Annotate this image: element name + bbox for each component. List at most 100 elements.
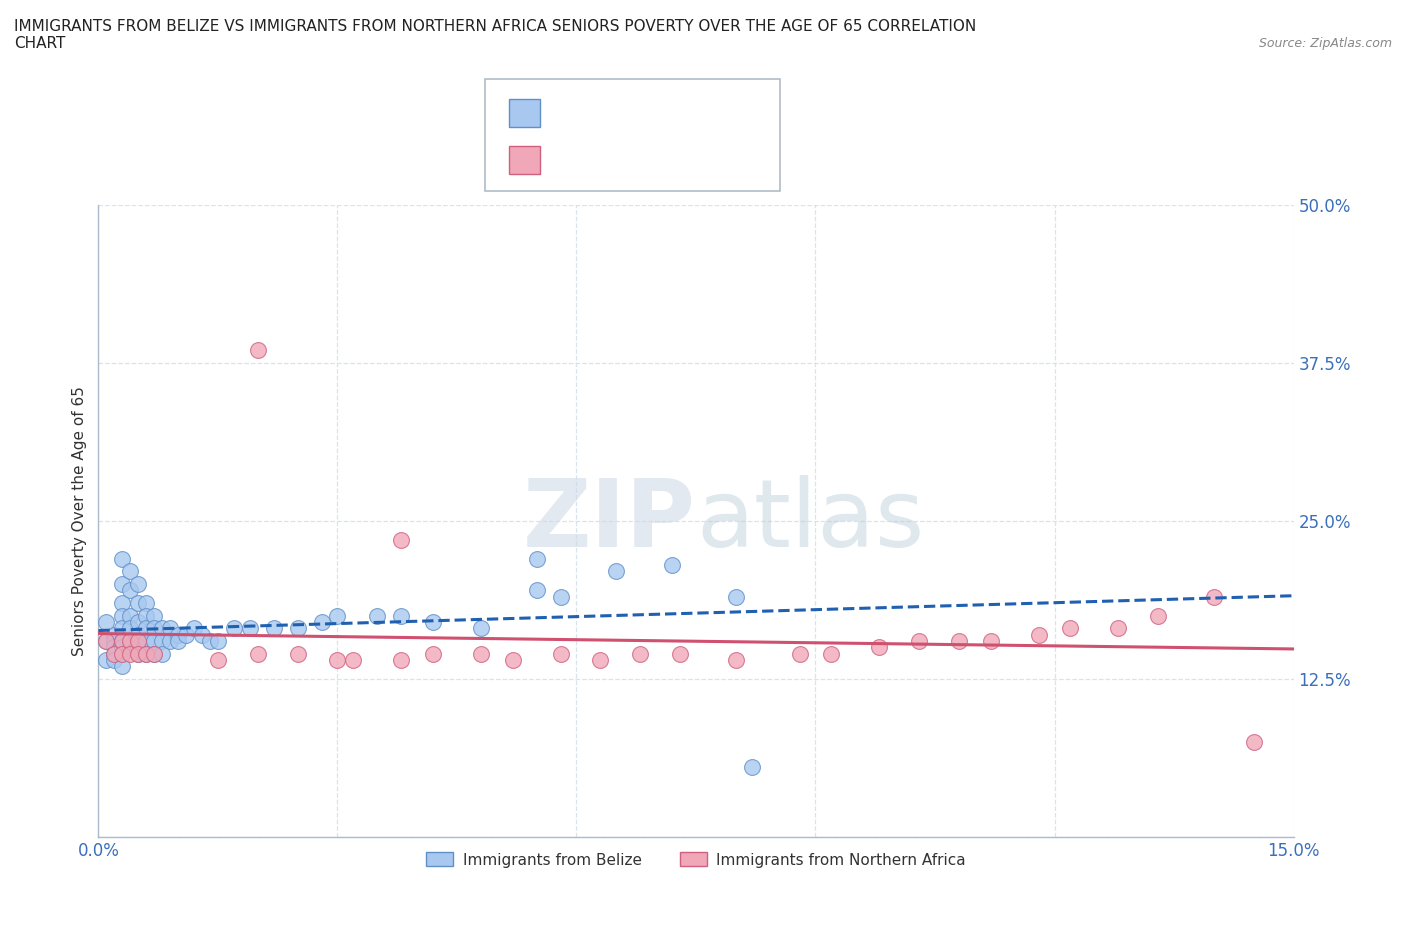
Point bbox=[143, 608, 166, 623]
Point bbox=[868, 640, 890, 655]
Point bbox=[120, 633, 142, 648]
Point bbox=[135, 633, 157, 648]
Point bbox=[263, 621, 285, 636]
Point bbox=[167, 633, 190, 648]
Point bbox=[239, 621, 262, 636]
Text: 67: 67 bbox=[700, 104, 721, 122]
Point bbox=[96, 653, 118, 668]
Point bbox=[389, 608, 412, 623]
Point bbox=[589, 653, 612, 668]
Point bbox=[127, 577, 149, 591]
Point bbox=[183, 621, 205, 636]
Text: 0.086: 0.086 bbox=[596, 104, 644, 122]
Point bbox=[167, 627, 190, 642]
Point bbox=[111, 551, 134, 566]
Point bbox=[103, 646, 125, 661]
Point bbox=[741, 760, 763, 775]
Point bbox=[135, 646, 157, 661]
Point bbox=[111, 646, 134, 661]
Point bbox=[389, 532, 412, 547]
Point bbox=[135, 621, 157, 636]
Text: R =: R = bbox=[554, 151, 591, 168]
Point bbox=[174, 627, 197, 642]
Point bbox=[980, 633, 1002, 648]
Point bbox=[246, 342, 269, 357]
Point bbox=[111, 633, 134, 648]
Text: N =: N = bbox=[655, 104, 703, 122]
Point bbox=[222, 621, 245, 636]
Point bbox=[1243, 735, 1265, 750]
Point bbox=[150, 646, 173, 661]
Point bbox=[159, 621, 181, 636]
Point bbox=[120, 640, 142, 655]
Point bbox=[948, 633, 970, 648]
Point bbox=[389, 653, 412, 668]
Point bbox=[120, 583, 142, 598]
Text: ZIP: ZIP bbox=[523, 475, 696, 566]
Point bbox=[311, 615, 333, 630]
Point bbox=[127, 646, 149, 661]
Point bbox=[246, 646, 269, 661]
Point bbox=[550, 590, 572, 604]
Point bbox=[287, 646, 309, 661]
Point bbox=[1202, 590, 1225, 604]
Point bbox=[1059, 621, 1081, 636]
Text: atlas: atlas bbox=[696, 475, 924, 566]
Point bbox=[669, 646, 692, 661]
Point bbox=[96, 633, 118, 648]
Text: 38: 38 bbox=[700, 151, 721, 168]
Text: R =: R = bbox=[554, 104, 591, 122]
Text: N =: N = bbox=[655, 151, 703, 168]
Text: IMMIGRANTS FROM BELIZE VS IMMIGRANTS FROM NORTHERN AFRICA SENIORS POVERTY OVER T: IMMIGRANTS FROM BELIZE VS IMMIGRANTS FRO… bbox=[14, 19, 976, 51]
Point bbox=[111, 640, 134, 655]
Point bbox=[127, 633, 149, 648]
Point bbox=[127, 646, 149, 661]
Point bbox=[470, 646, 492, 661]
Point bbox=[191, 627, 214, 642]
Point bbox=[724, 653, 747, 668]
Point bbox=[1028, 627, 1050, 642]
Point bbox=[103, 646, 125, 661]
Point bbox=[111, 577, 134, 591]
Point bbox=[1147, 608, 1170, 623]
Point bbox=[111, 621, 134, 636]
Point bbox=[103, 640, 125, 655]
Point bbox=[111, 595, 134, 610]
Point bbox=[724, 590, 747, 604]
Point bbox=[96, 615, 118, 630]
Point bbox=[207, 653, 229, 668]
Point bbox=[820, 646, 842, 661]
Point bbox=[661, 558, 683, 573]
Point bbox=[111, 658, 134, 673]
Text: Source: ZipAtlas.com: Source: ZipAtlas.com bbox=[1258, 37, 1392, 50]
Point bbox=[127, 640, 149, 655]
Point bbox=[127, 615, 149, 630]
Point bbox=[135, 646, 157, 661]
Point bbox=[143, 621, 166, 636]
Point bbox=[111, 633, 134, 648]
Y-axis label: Seniors Poverty Over the Age of 65: Seniors Poverty Over the Age of 65 bbox=[72, 386, 87, 656]
Point bbox=[96, 633, 118, 648]
Point bbox=[120, 608, 142, 623]
Point bbox=[526, 583, 548, 598]
Point bbox=[207, 633, 229, 648]
Point bbox=[422, 646, 444, 661]
Point bbox=[789, 646, 811, 661]
Point bbox=[1107, 621, 1129, 636]
Text: 0.215: 0.215 bbox=[596, 151, 644, 168]
Point bbox=[120, 633, 142, 648]
Point bbox=[470, 621, 492, 636]
Point bbox=[198, 633, 221, 648]
Point bbox=[135, 595, 157, 610]
Point bbox=[143, 646, 166, 661]
Point bbox=[526, 551, 548, 566]
Point bbox=[120, 621, 142, 636]
Point bbox=[127, 627, 149, 642]
Point bbox=[120, 646, 142, 661]
Point bbox=[143, 633, 166, 648]
Point bbox=[502, 653, 524, 668]
Point bbox=[143, 646, 166, 661]
Point bbox=[127, 595, 149, 610]
Legend: Immigrants from Belize, Immigrants from Northern Africa: Immigrants from Belize, Immigrants from … bbox=[420, 846, 972, 873]
Point bbox=[159, 633, 181, 648]
